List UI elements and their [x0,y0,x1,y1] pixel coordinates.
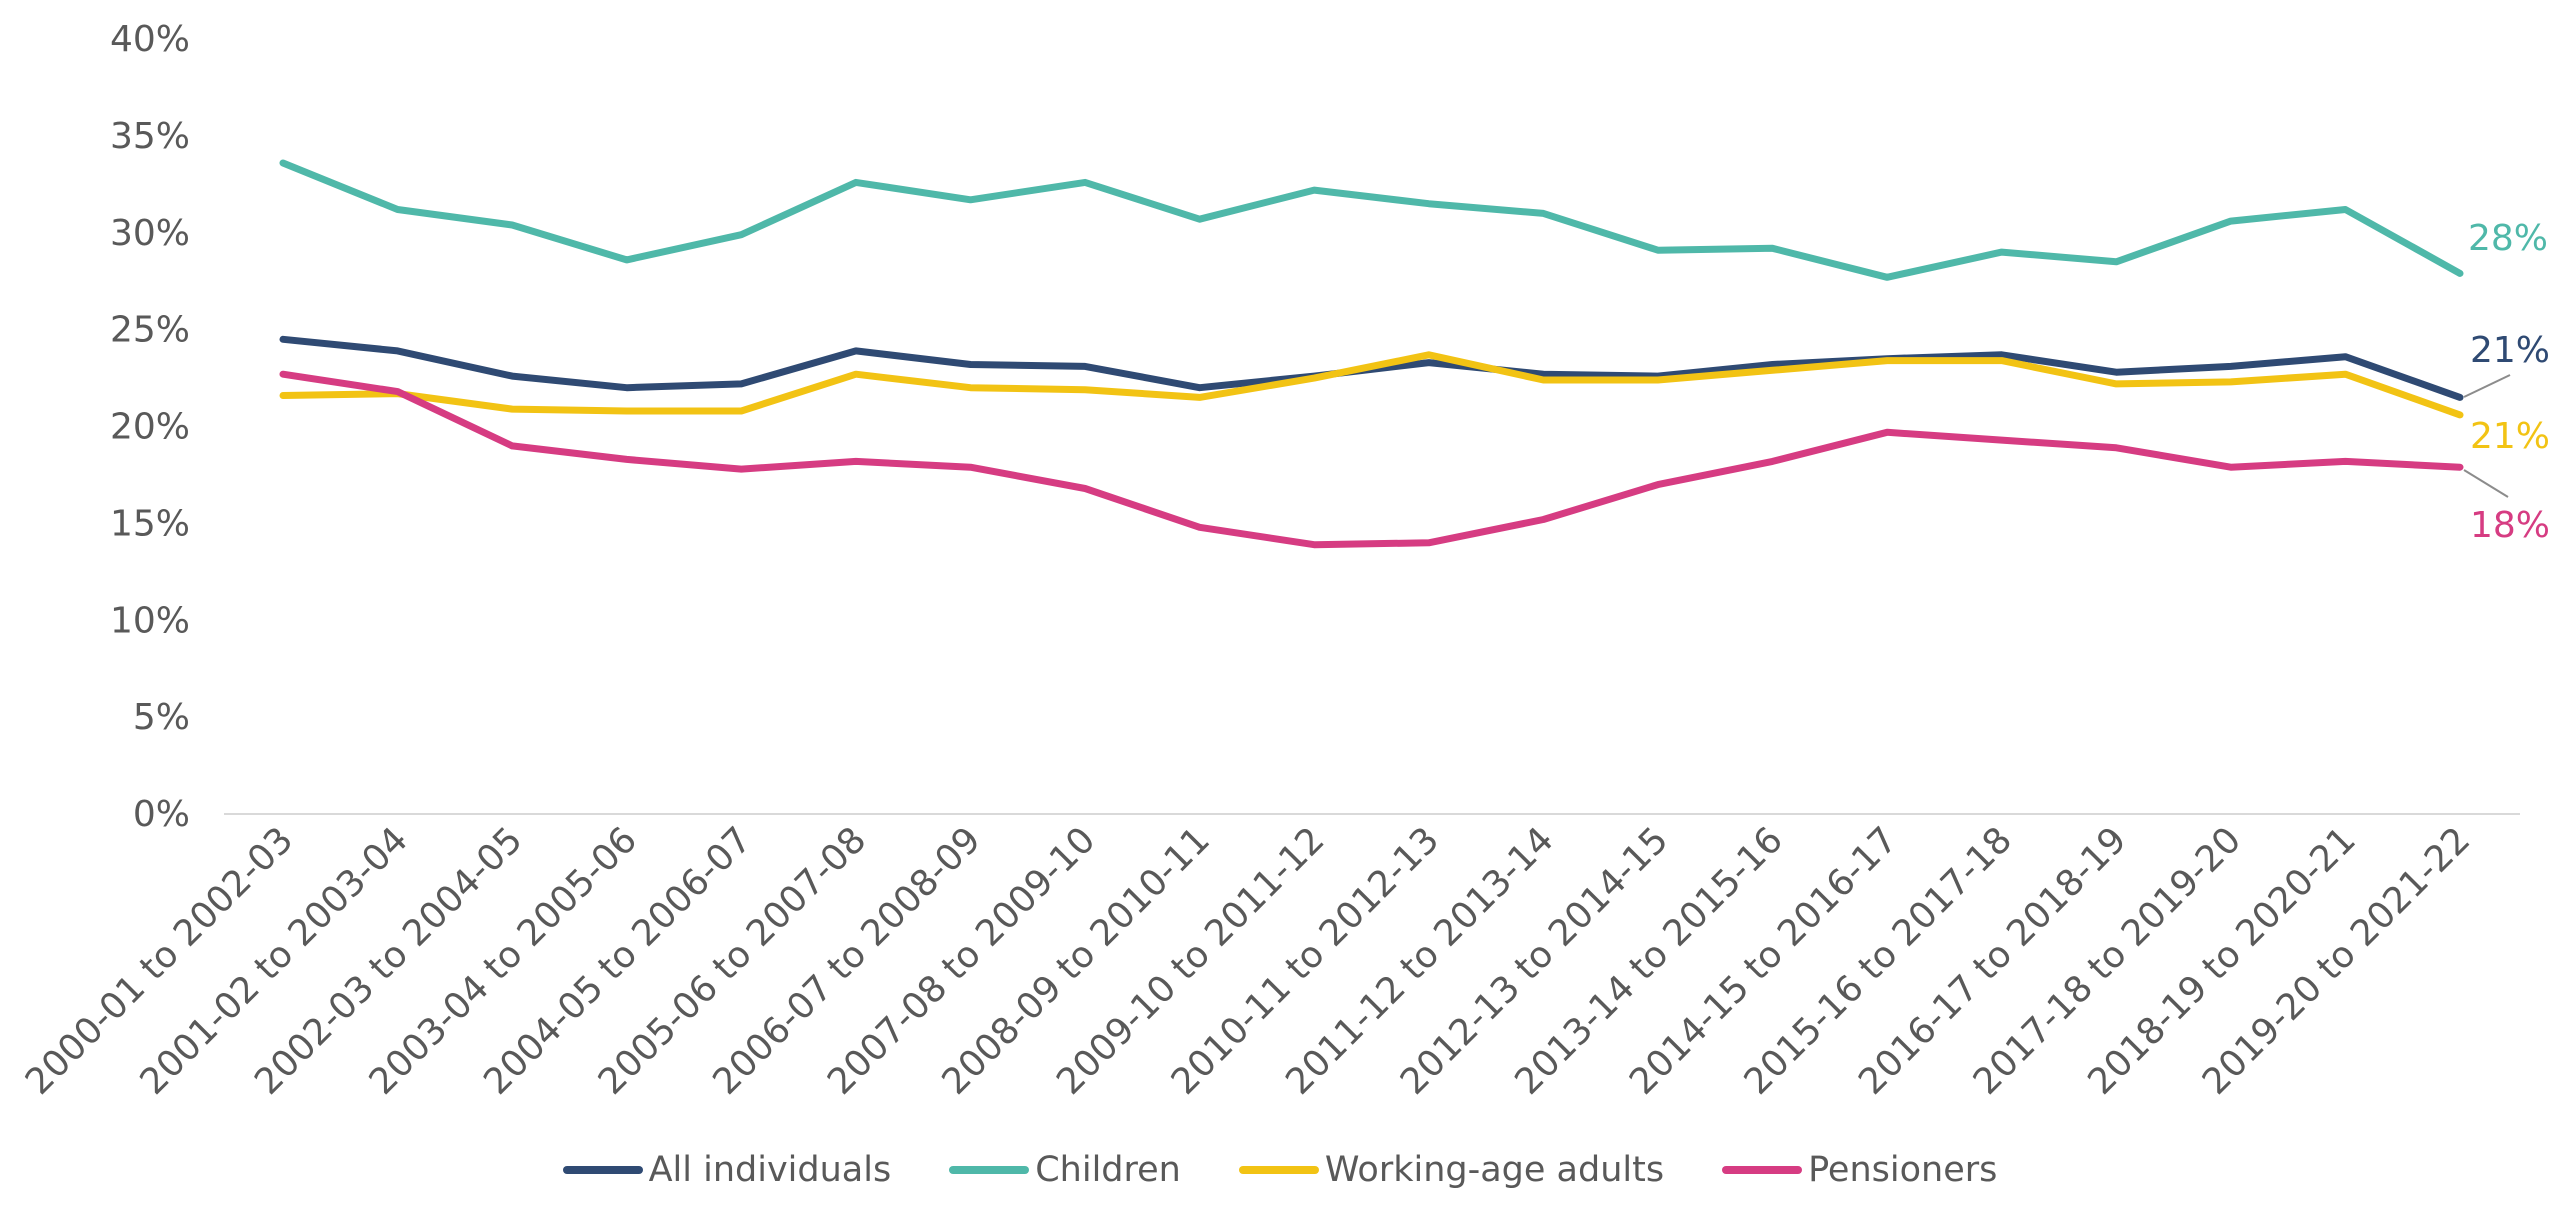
legend-swatch [1238,1166,1319,1174]
end-value-label: 21% [2470,416,2550,457]
end-labels: 21% 28% 21% 18% [2463,218,2550,546]
y-tick-label: 35% [110,116,190,157]
legend-swatch [562,1166,643,1174]
y-tick-label: 25% [110,310,190,351]
y-tick-label: 0% [133,794,190,835]
series-lines [279,159,2464,549]
leader-line [2463,469,2509,498]
series-line-children [279,159,2464,281]
end-value-label: 21% [2470,330,2550,371]
legend-item: Children [949,1150,1181,1190]
y-tick-label: 30% [110,213,190,254]
legend-label: All individuals [648,1150,892,1190]
series-line-working-age-adults [279,351,2464,419]
legend-label: Pensioners [1808,1150,1998,1190]
end-value-label: 18% [2470,505,2550,546]
legend-swatch [1722,1166,1803,1174]
y-tick-label: 10% [110,600,190,641]
legend-item: Pensioners [1722,1150,1997,1190]
y-tick-label: 40% [110,19,190,60]
y-tick-label: 5% [133,697,190,738]
y-tick-label: 20% [110,407,190,448]
leader-line [2463,374,2511,398]
legend-label: Working-age adults [1324,1150,1665,1190]
legend-item: Working-age adults [1238,1150,1665,1190]
legend-label: Children [1035,1150,1181,1190]
series-line-pensioners [279,370,2464,549]
legend-item: All individuals [562,1150,892,1190]
end-value-label: 28% [2468,218,2548,259]
y-tick-label: 15% [110,503,190,544]
legend: All individuals Children Working-age adult… [0,1145,2560,1195]
y-axis: 0% 5% 10% 15% 20% 25% 30% 35% 40% [110,19,190,835]
legend-swatch [949,1166,1030,1174]
